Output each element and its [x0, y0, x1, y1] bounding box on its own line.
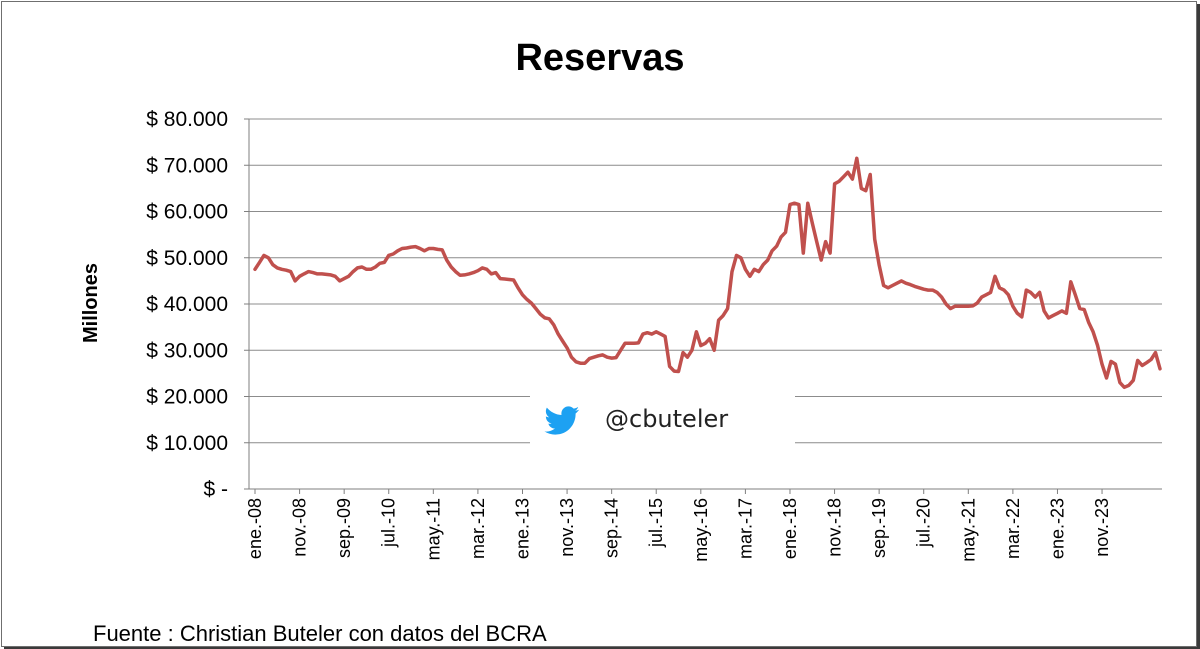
x-tick-label: jul.-10	[379, 498, 399, 548]
y-tick-label: $ 30.000	[146, 339, 228, 362]
x-tick-label: mar.-12	[468, 498, 488, 559]
x-axis-ticks: ene.-08 nov.-08 sep.-09 jul.-10 may.-11 mar.-…	[245, 489, 1112, 562]
gridlines	[249, 118, 1162, 444]
x-tick-label: nov.-23	[1092, 498, 1112, 557]
y-tick-label: $ 40.000	[146, 293, 228, 316]
chart-title: Reservas	[515, 37, 684, 79]
y-axis-ticks: $ - $ 10.000 $ 20.000 $ 30.000 $ 40.000 $ 50.…	[146, 108, 249, 501]
x-tick-label: nov.-13	[557, 498, 577, 557]
y-tick-label: $ 10.000	[146, 432, 228, 455]
twitter-watermark: @cbuteler	[530, 396, 795, 444]
y-tick-label: $ -	[203, 478, 228, 501]
axes	[248, 119, 1162, 490]
x-tick-label: sep.-09	[334, 498, 354, 558]
x-tick-label: jul.-15	[646, 498, 666, 548]
series-group	[253, 156, 1162, 390]
y-tick-label: $ 50.000	[146, 247, 228, 270]
reservas-series-line	[253, 156, 1162, 390]
y-tick-label: $ 20.000	[146, 386, 228, 409]
x-tick-label: may.-21	[958, 498, 978, 562]
y-tick-label: $ 70.000	[146, 154, 228, 177]
x-tick-label: sep.-14	[602, 498, 622, 558]
twitter-bird-icon	[544, 406, 580, 435]
x-tick-label: nov.-18	[825, 498, 845, 557]
x-tick-label: may.-11	[423, 498, 443, 560]
x-tick-label: nov.-08	[290, 498, 310, 557]
y-axis-label: Millones	[80, 263, 102, 343]
x-tick-label: jul.-20	[914, 498, 934, 548]
x-tick-label: ene.-23	[1047, 498, 1067, 559]
x-tick-label: mar.-22	[1003, 498, 1023, 559]
y-tick-label: $ 60.000	[146, 201, 228, 224]
source-note: Fuente : Christian Buteler con datos del…	[93, 621, 547, 646]
x-tick-label: ene.-18	[780, 498, 800, 559]
x-tick-label: may.-16	[691, 498, 711, 562]
x-tick-label: mar.-17	[735, 498, 755, 559]
x-tick-label: ene.-08	[245, 498, 265, 559]
twitter-handle: @cbuteler	[605, 405, 728, 433]
y-tick-label: $ 80.000	[146, 108, 228, 131]
x-tick-label: sep.-19	[869, 498, 889, 558]
x-tick-label: ene.-13	[512, 498, 532, 559]
